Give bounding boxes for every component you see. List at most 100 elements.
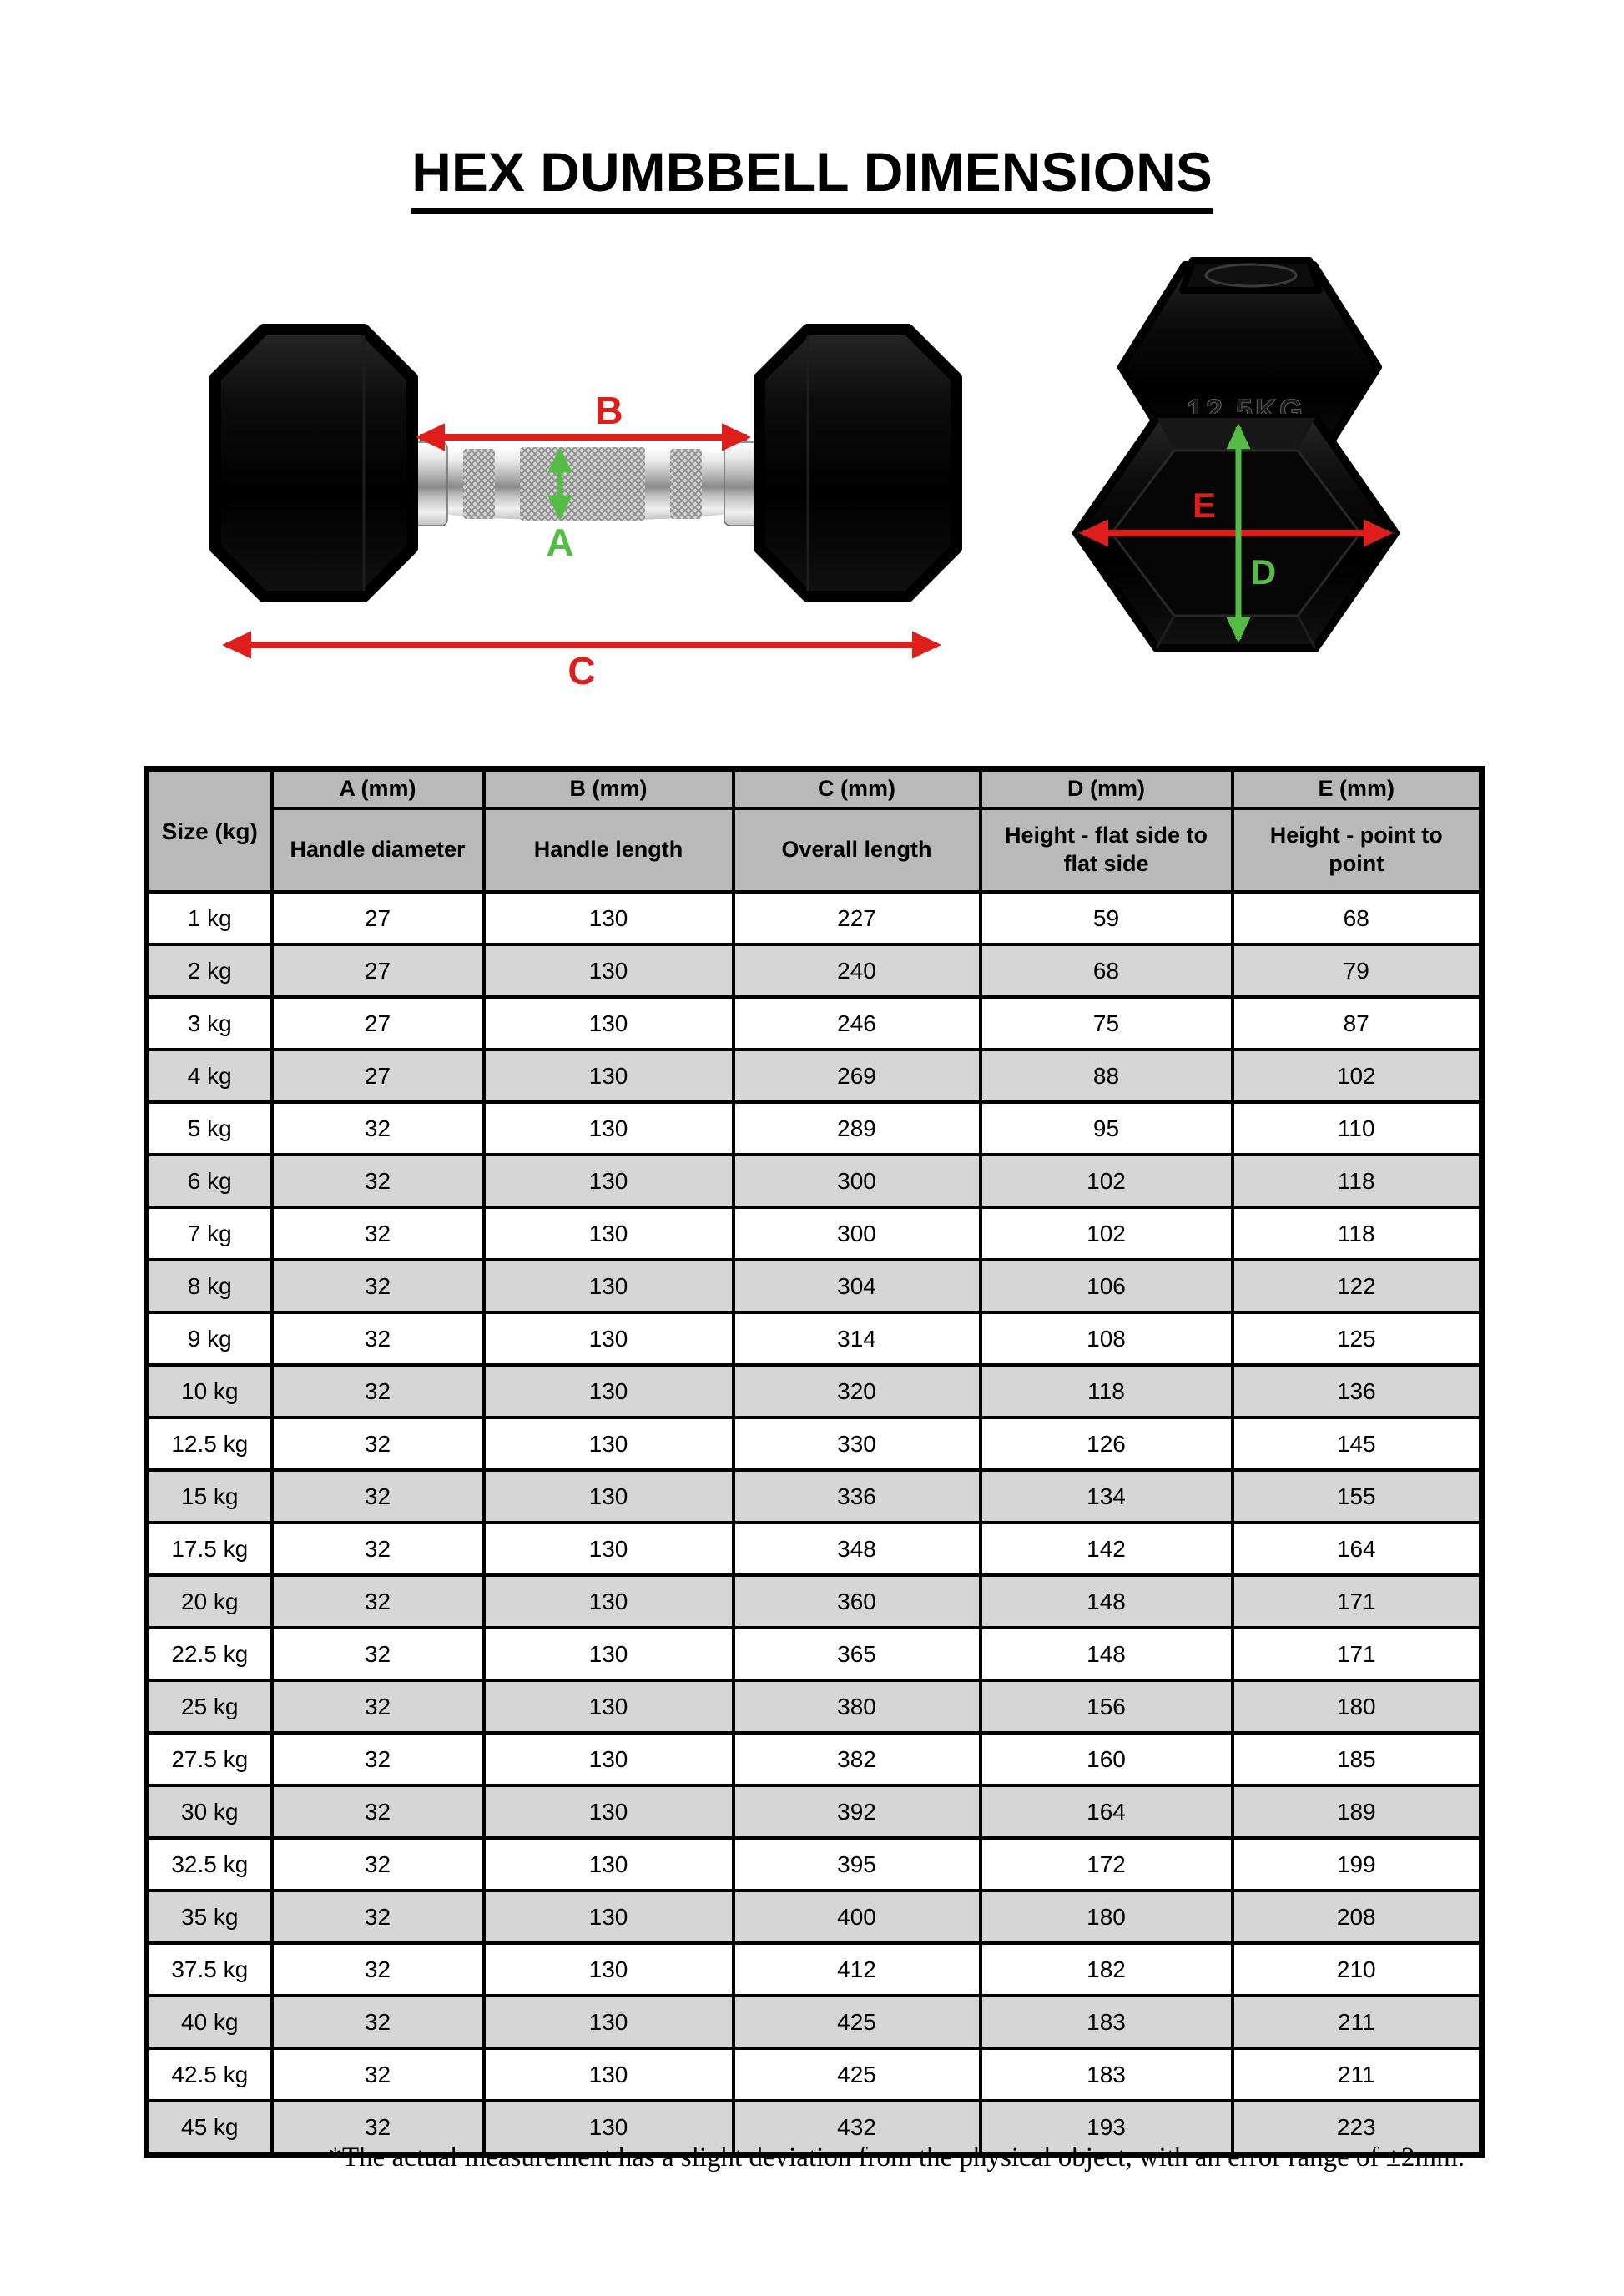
cell-size: 15 kg <box>144 1468 274 1524</box>
cell-e: 110 <box>1230 1100 1484 1156</box>
table-row: 10 kg 32 130 320 118 136 <box>144 1363 1484 1419</box>
cell-size: 30 kg <box>144 1784 274 1840</box>
cell-d: 148 <box>978 1573 1234 1629</box>
cell-e: 180 <box>1230 1679 1484 1735</box>
cell-size: 20 kg <box>144 1573 274 1629</box>
cell-c: 320 <box>731 1363 982 1419</box>
cell-size: 40 kg <box>144 1994 274 2050</box>
dimensions-table: Size (kg) A (mm) B (mm) C (mm) D (mm) E … <box>144 766 1485 2158</box>
cell-d: 183 <box>978 1994 1234 2050</box>
cell-c: 395 <box>731 1836 982 1892</box>
cell-b: 130 <box>482 2047 735 2102</box>
footnote: *The actual measurement has a slight dev… <box>328 2142 1465 2173</box>
cell-size: 32.5 kg <box>144 1836 274 1892</box>
cell-c: 425 <box>731 1994 982 2050</box>
cell-a: 32 <box>270 1941 486 1997</box>
table-row: 1 kg 27 130 227 59 68 <box>144 890 1484 946</box>
table-row: 20 kg 32 130 360 148 171 <box>144 1573 1484 1629</box>
cell-b: 130 <box>482 1048 735 1104</box>
cell-size: 27.5 kg <box>144 1731 274 1787</box>
cell-b: 130 <box>482 1206 735 1261</box>
handle-knurl-band <box>670 449 702 519</box>
cell-d: 160 <box>978 1731 1234 1787</box>
cell-e: 122 <box>1230 1258 1484 1314</box>
cell-b: 130 <box>482 1679 735 1735</box>
cell-d: 193 <box>978 2099 1234 2157</box>
cell-a: 32 <box>270 1731 486 1787</box>
cell-a: 32 <box>270 1521 486 1577</box>
cell-d: 59 <box>978 890 1234 946</box>
cell-d: 164 <box>978 1784 1234 1840</box>
table-row: 17.5 kg 32 130 348 142 164 <box>144 1521 1484 1577</box>
cell-a: 32 <box>270 1311 486 1367</box>
cell-a: 27 <box>270 890 486 946</box>
cell-b: 130 <box>482 1153 735 1209</box>
cell-a: 32 <box>270 1626 486 1682</box>
table-row: 9 kg 32 130 314 108 125 <box>144 1311 1484 1367</box>
cell-c: 348 <box>731 1521 982 1577</box>
header-desc-e: Height - point to point <box>1230 807 1484 894</box>
cell-a: 32 <box>270 1836 486 1892</box>
cell-e: 211 <box>1230 1994 1484 2050</box>
table-row: 32.5 kg 32 130 395 172 199 <box>144 1836 1484 1892</box>
cell-a: 32 <box>270 1206 486 1261</box>
page-title-text: HEX DUMBBELL DIMENSIONS <box>411 143 1213 214</box>
cell-b: 130 <box>482 890 735 946</box>
cell-e: 155 <box>1230 1468 1484 1524</box>
cell-b: 130 <box>482 2099 735 2157</box>
cell-d: 68 <box>978 943 1234 999</box>
cell-a: 32 <box>270 1679 486 1735</box>
cell-c: 365 <box>731 1626 982 1682</box>
cell-c: 380 <box>731 1679 982 1735</box>
cell-e: 223 <box>1230 2099 1484 2157</box>
cell-d: 156 <box>978 1679 1234 1735</box>
handle-knurl-band <box>463 449 495 519</box>
cell-d: 142 <box>978 1521 1234 1577</box>
cell-b: 130 <box>482 995 735 1051</box>
cell-b: 130 <box>482 1468 735 1524</box>
cell-e: 189 <box>1230 1784 1484 1840</box>
header-desc-b: Handle length <box>482 807 735 894</box>
dimension-label-e: E <box>1193 486 1216 525</box>
cell-b: 130 <box>482 1731 735 1787</box>
cell-e: 199 <box>1230 1836 1484 1892</box>
cell-a: 27 <box>270 1048 486 1104</box>
header-code-d: D (mm) <box>978 767 1234 810</box>
table-row: 30 kg 32 130 392 164 189 <box>144 1784 1484 1840</box>
cell-size: 25 kg <box>144 1679 274 1735</box>
cell-c: 360 <box>731 1573 982 1629</box>
cell-c: 392 <box>731 1784 982 1840</box>
table-row: 4 kg 27 130 269 88 102 <box>144 1048 1484 1104</box>
cell-c: 300 <box>731 1153 982 1209</box>
cell-b: 130 <box>482 1521 735 1577</box>
table-row: 6 kg 32 130 300 102 118 <box>144 1153 1484 1209</box>
page-title: HEX DUMBBELL DIMENSIONS <box>0 143 1624 214</box>
cell-d: 118 <box>978 1363 1234 1419</box>
header-code-c: C (mm) <box>731 767 982 810</box>
cell-d: 88 <box>978 1048 1234 1104</box>
cell-size: 2 kg <box>144 943 274 999</box>
table-row: 7 kg 32 130 300 102 118 <box>144 1206 1484 1261</box>
cell-a: 32 <box>270 1153 486 1209</box>
cell-e: 118 <box>1230 1153 1484 1209</box>
cell-c: 227 <box>731 890 982 946</box>
cell-size: 3 kg <box>144 995 274 1051</box>
cell-c: 330 <box>731 1416 982 1472</box>
cell-d: 183 <box>978 2047 1234 2102</box>
cell-size: 45 kg <box>144 2099 274 2157</box>
cell-size: 35 kg <box>144 1889 274 1945</box>
cell-e: 125 <box>1230 1311 1484 1367</box>
cell-a: 32 <box>270 2099 486 2157</box>
cell-c: 304 <box>731 1258 982 1314</box>
table-row: 2 kg 27 130 240 68 79 <box>144 943 1484 999</box>
cell-b: 130 <box>482 1363 735 1419</box>
cell-e: 145 <box>1230 1416 1484 1472</box>
cell-e: 210 <box>1230 1941 1484 1997</box>
side-view-figure: B A C <box>209 324 962 692</box>
cell-b: 130 <box>482 1836 735 1892</box>
table-row: 45 kg 32 130 432 193 223 <box>144 2099 1484 2157</box>
cell-b: 130 <box>482 943 735 999</box>
header-code-b: B (mm) <box>482 767 735 810</box>
header-code-e: E (mm) <box>1230 767 1484 810</box>
dimension-label-b: B <box>595 389 623 432</box>
